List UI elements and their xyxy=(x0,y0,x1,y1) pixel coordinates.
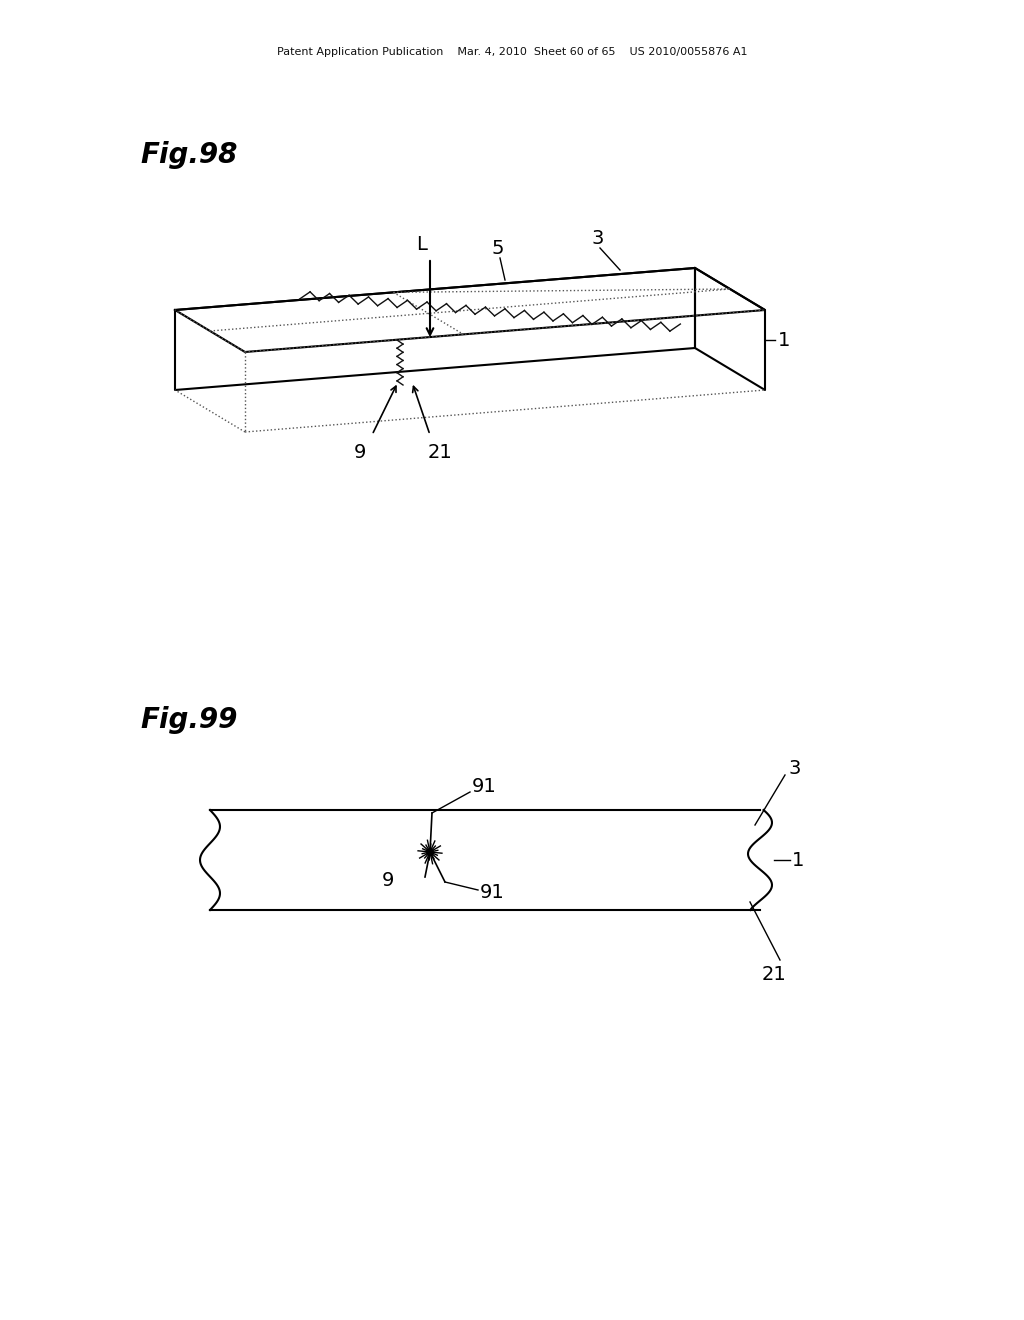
Text: 1: 1 xyxy=(778,330,791,350)
Text: 5: 5 xyxy=(492,239,504,257)
Text: Fig.99: Fig.99 xyxy=(140,706,238,734)
Text: 9: 9 xyxy=(382,870,394,890)
Text: Fig.98: Fig.98 xyxy=(140,141,238,169)
Text: 3: 3 xyxy=(788,759,801,777)
Text: L: L xyxy=(417,235,427,255)
Text: 91: 91 xyxy=(472,776,497,796)
Text: 21: 21 xyxy=(762,965,786,985)
Text: 3: 3 xyxy=(592,228,604,248)
Text: 1: 1 xyxy=(792,850,805,870)
Text: Patent Application Publication    Mar. 4, 2010  Sheet 60 of 65    US 2010/005587: Patent Application Publication Mar. 4, 2… xyxy=(276,48,748,57)
Text: 9: 9 xyxy=(354,442,367,462)
Text: 91: 91 xyxy=(480,883,505,903)
Text: 21: 21 xyxy=(428,442,453,462)
